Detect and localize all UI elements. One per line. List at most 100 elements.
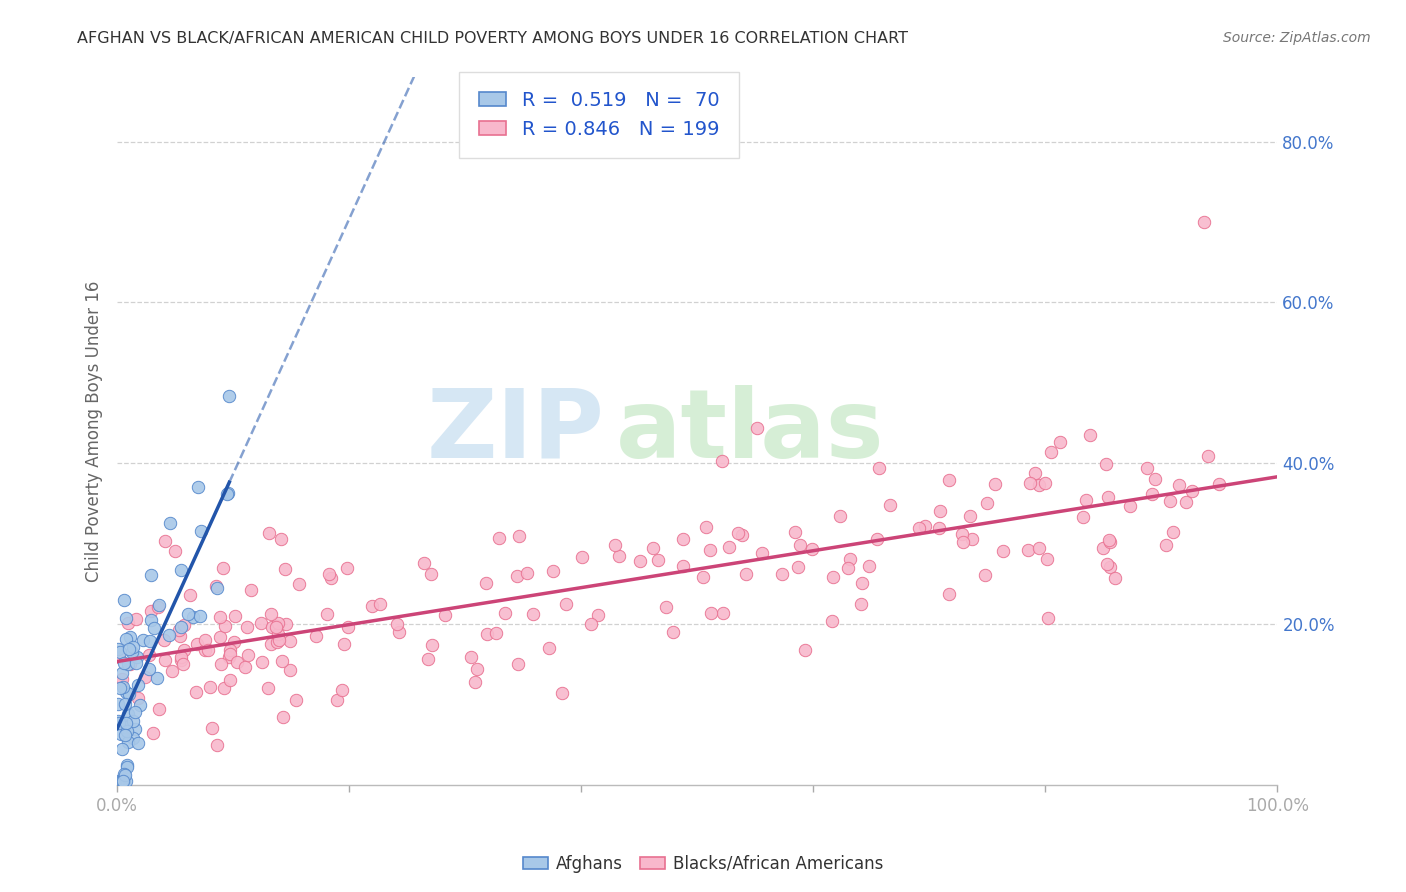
Point <box>789 538 811 552</box>
Point <box>866 532 889 546</box>
Legend: R =  0.519   N =  70, R = 0.846   N = 199: R = 0.519 N = 70, R = 0.846 N = 199 <box>465 78 733 153</box>
Point <box>1092 541 1115 556</box>
Point <box>118 657 141 671</box>
Point <box>938 587 960 601</box>
Point <box>115 685 138 699</box>
Point <box>475 627 498 641</box>
Point <box>157 628 180 642</box>
Point <box>385 617 408 632</box>
Legend: Afghans, Blacks/African Americans: Afghans, Blacks/African Americans <box>516 848 890 880</box>
Point <box>264 620 287 634</box>
Point <box>1095 457 1118 471</box>
Point <box>107 642 129 657</box>
Point <box>422 638 444 652</box>
Point <box>993 543 1015 558</box>
Point <box>108 681 131 695</box>
Point <box>127 691 149 706</box>
Point <box>114 611 136 625</box>
Point <box>1035 552 1057 566</box>
Point <box>270 532 292 546</box>
Point <box>1049 434 1071 449</box>
Point <box>201 721 224 735</box>
Point <box>250 656 273 670</box>
Point <box>1136 461 1159 475</box>
Point <box>326 692 349 706</box>
Point <box>110 676 132 690</box>
Point <box>121 714 143 729</box>
Point <box>288 577 311 591</box>
Point <box>420 567 443 582</box>
Point <box>114 767 136 781</box>
Point <box>219 643 242 657</box>
Point <box>1197 449 1219 463</box>
Point <box>218 388 240 402</box>
Point <box>110 645 132 659</box>
Point <box>167 623 190 637</box>
Point <box>257 526 280 541</box>
Point <box>828 509 851 524</box>
Point <box>121 645 143 659</box>
Y-axis label: Child Poverty Among Boys Under 16: Child Poverty Among Boys Under 16 <box>86 280 103 582</box>
Point <box>170 653 193 667</box>
Point <box>731 527 754 541</box>
Point <box>209 630 232 644</box>
Point <box>1017 543 1039 558</box>
Point <box>114 697 136 711</box>
Point <box>110 727 132 741</box>
Point <box>124 706 146 720</box>
Point <box>155 653 177 667</box>
Point <box>588 608 610 623</box>
Point <box>177 607 200 622</box>
Point <box>110 773 132 788</box>
Point <box>114 632 136 647</box>
Point <box>717 540 740 554</box>
Point <box>695 520 717 534</box>
Point <box>235 660 257 674</box>
Point <box>662 625 685 640</box>
Point <box>115 758 138 772</box>
Point <box>434 608 457 623</box>
Point <box>138 648 160 663</box>
Point <box>672 559 695 574</box>
Point <box>412 556 434 570</box>
Point <box>1097 490 1119 504</box>
Point <box>416 651 439 665</box>
Point <box>112 593 135 607</box>
Point <box>179 588 201 602</box>
Point <box>555 597 578 611</box>
Point <box>267 627 290 641</box>
Point <box>115 760 138 774</box>
Point <box>172 657 194 672</box>
Point <box>641 541 664 556</box>
Point <box>214 619 236 633</box>
Point <box>200 680 222 694</box>
Point <box>1175 495 1198 509</box>
Point <box>188 608 211 623</box>
Point <box>107 697 129 711</box>
Point <box>475 575 498 590</box>
Text: atlas: atlas <box>616 384 884 477</box>
Point <box>184 685 207 699</box>
Point <box>494 606 516 620</box>
Point <box>858 559 880 574</box>
Point <box>647 553 669 567</box>
Point <box>700 607 723 621</box>
Point <box>260 637 283 651</box>
Point <box>125 612 148 626</box>
Point <box>125 650 148 665</box>
Point <box>274 617 297 632</box>
Point <box>837 560 859 574</box>
Point <box>193 643 215 657</box>
Point <box>1140 486 1163 500</box>
Point <box>488 531 510 545</box>
Point <box>224 609 246 624</box>
Point <box>1028 541 1050 556</box>
Point <box>159 516 181 531</box>
Point <box>250 616 273 631</box>
Point <box>115 773 138 788</box>
Point <box>173 642 195 657</box>
Point <box>114 716 136 731</box>
Point <box>118 687 141 701</box>
Point <box>108 716 131 731</box>
Point <box>1098 533 1121 548</box>
